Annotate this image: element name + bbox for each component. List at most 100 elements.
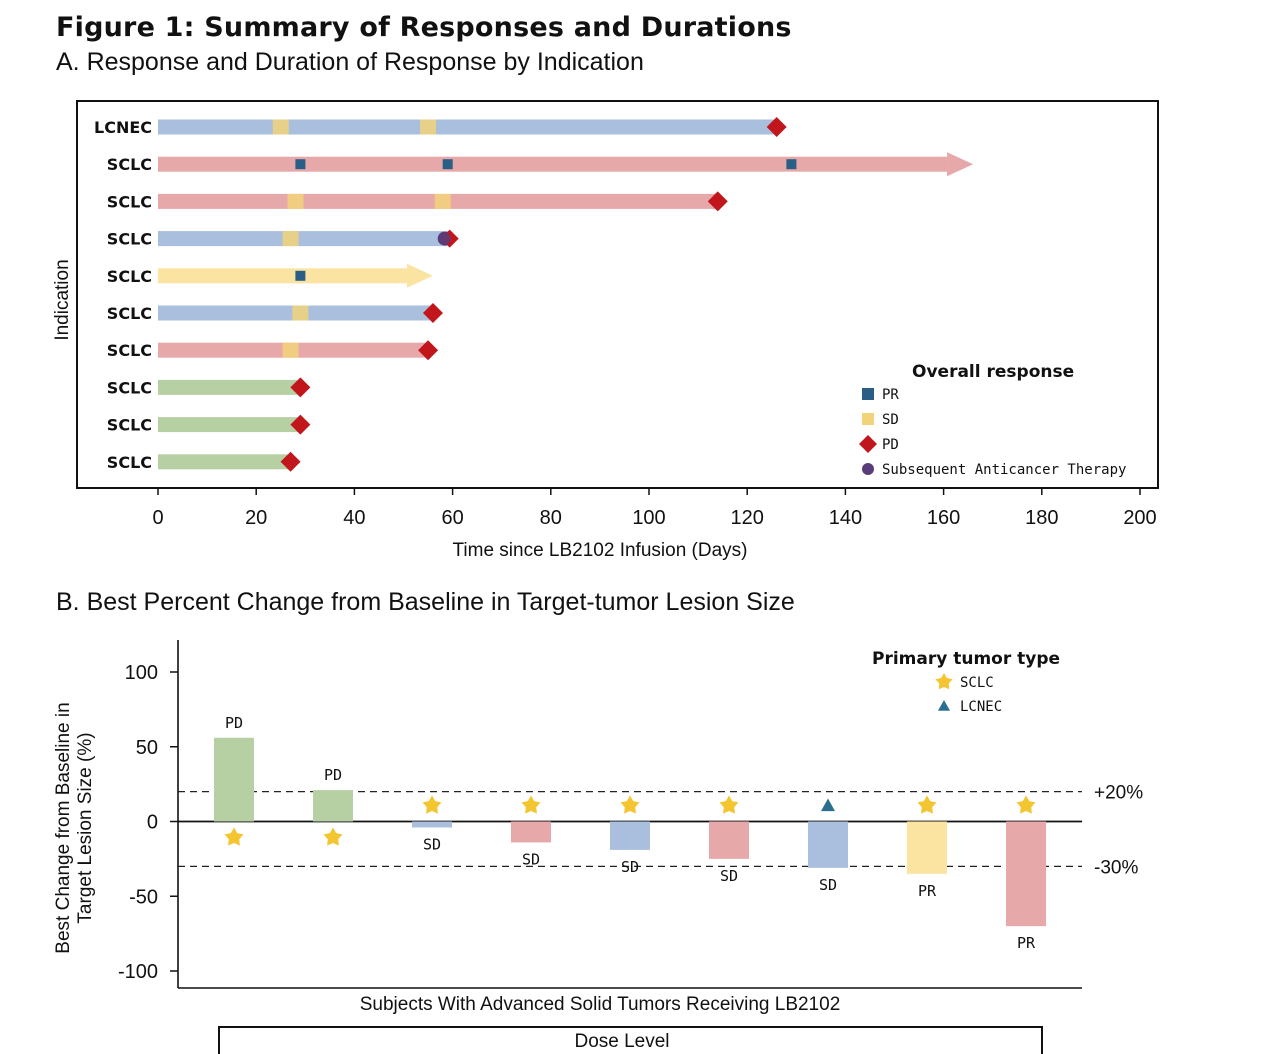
- duration-bar: [158, 156, 948, 172]
- waterfall-bar: [610, 821, 650, 850]
- reference-line-label: +20%: [1094, 783, 1143, 804]
- sd-marker: [282, 231, 299, 247]
- y-tick-label: 100: [125, 662, 158, 684]
- waterfall-bar: [808, 821, 848, 868]
- legend-therapy-swatch: [862, 463, 874, 475]
- y-tick-label: -100: [118, 961, 158, 983]
- pd-marker: [707, 191, 728, 212]
- waterfall-bar-label: SD: [522, 850, 540, 868]
- waterfall-bar-label: PR: [1017, 934, 1036, 952]
- lcnec-marker: [821, 798, 835, 812]
- dose-level-label: Dose Level: [574, 1031, 669, 1052]
- x-tick-label: 200: [1123, 507, 1156, 529]
- therapy-marker: [438, 232, 451, 245]
- duration-bar-arrow: [947, 152, 974, 177]
- sclc-marker: [422, 795, 442, 814]
- figure-title: Figure 1: Summary of Responses and Durat…: [56, 12, 792, 43]
- indication-label: SCLC: [107, 192, 152, 211]
- sd-marker: [282, 342, 299, 358]
- reference-line-label: -30%: [1094, 857, 1138, 878]
- panel-b-subtitle: B. Best Percent Change from Baseline in …: [56, 588, 795, 616]
- waterfall-bar-label: SD: [423, 835, 441, 853]
- indication-label: SCLC: [107, 378, 152, 397]
- pd-marker: [418, 340, 439, 361]
- pd-marker: [290, 377, 311, 398]
- legend-b-item-label: SCLC: [960, 675, 994, 691]
- x-tick-label: 100: [632, 507, 665, 529]
- legend-b-item-label: LCNEC: [960, 699, 1002, 715]
- duration-bar: [158, 268, 407, 284]
- indication-label: SCLC: [107, 453, 152, 472]
- indication-label: SCLC: [107, 341, 152, 360]
- legend-a-item-label: PD: [882, 437, 899, 453]
- x-tick-label: 40: [343, 507, 365, 529]
- pr-marker: [442, 159, 453, 170]
- x-tick-label: 180: [1025, 507, 1058, 529]
- legend-sd-swatch: [862, 413, 874, 425]
- waterfall-bar-label: PD: [225, 714, 243, 732]
- indication-label: SCLC: [107, 155, 152, 174]
- indication-label: SCLC: [107, 304, 152, 323]
- legend-b-title: Primary tumor type: [872, 649, 1060, 669]
- duration-bar: [158, 119, 777, 135]
- panel-a-subtitle: A. Response and Duration of Response by …: [56, 48, 644, 76]
- waterfall-bar: [907, 821, 947, 874]
- sclc-marker: [620, 795, 640, 814]
- x-tick-label: 140: [829, 507, 862, 529]
- indication-label: SCLC: [107, 230, 152, 249]
- legend-a-item-label: SD: [882, 412, 899, 428]
- pd-marker: [280, 451, 301, 472]
- legend-a-title: Overall response: [912, 362, 1074, 382]
- x-tick-label: 60: [441, 507, 463, 529]
- duration-bar: [158, 379, 301, 395]
- pd-marker: [290, 414, 311, 435]
- legend-pd-swatch: [859, 435, 877, 453]
- waterfall-bar: [1006, 821, 1046, 927]
- y-tick-label: 0: [147, 812, 158, 834]
- waterfall-bar: [313, 790, 353, 822]
- pr-marker: [295, 270, 306, 281]
- waterfall-bar-label: SD: [720, 867, 738, 885]
- sd-marker: [287, 193, 304, 209]
- sd-marker: [420, 119, 437, 135]
- waterfall-bar-label: SD: [819, 876, 837, 894]
- panel-b-y-axis-title: Best Change from Baseline in: [53, 702, 74, 953]
- sd-marker: [434, 193, 451, 209]
- sclc-marker: [917, 795, 937, 814]
- y-tick-label: -50: [129, 886, 158, 908]
- indication-label: SCLC: [107, 267, 152, 286]
- waterfall-bar: [709, 821, 749, 859]
- duration-bar: [158, 454, 291, 470]
- pr-marker: [295, 159, 306, 170]
- x-tick-label: 0: [152, 507, 163, 529]
- panel-b-x-axis-title: Subjects With Advanced Solid Tumors Rece…: [360, 994, 841, 1015]
- sclc-marker: [719, 795, 739, 814]
- waterfall-bar: [511, 821, 551, 843]
- x-tick-label: 80: [540, 507, 562, 529]
- panel-b-y-axis-title: Target Lesion Size (%): [75, 732, 96, 923]
- x-tick-label: 20: [245, 507, 267, 529]
- pd-marker: [766, 117, 787, 137]
- sclc-marker: [224, 827, 244, 846]
- sd-marker: [292, 305, 309, 321]
- waterfall-bar-label: PD: [324, 766, 342, 784]
- dose-level-box: [218, 1026, 1043, 1054]
- legend-pr-swatch: [862, 388, 874, 400]
- legend-a-item-label: Subsequent Anticancer Therapy: [882, 462, 1126, 478]
- duration-bar: [158, 417, 301, 433]
- panel-a-frame: [76, 100, 1159, 489]
- pr-marker: [786, 159, 797, 170]
- legend-lcnec-swatch: [938, 700, 950, 711]
- duration-bar: [158, 231, 448, 247]
- sclc-marker: [521, 795, 541, 814]
- duration-bar-arrow: [406, 263, 433, 288]
- sd-marker: [272, 119, 289, 135]
- sclc-marker: [323, 827, 343, 846]
- legend-a-item-label: PR: [882, 387, 899, 403]
- x-tick-label: 120: [731, 507, 764, 529]
- sclc-marker: [1016, 795, 1036, 814]
- indication-label: LCNEC: [94, 118, 152, 137]
- waterfall-bar: [412, 821, 452, 828]
- legend-sclc-swatch: [935, 673, 953, 690]
